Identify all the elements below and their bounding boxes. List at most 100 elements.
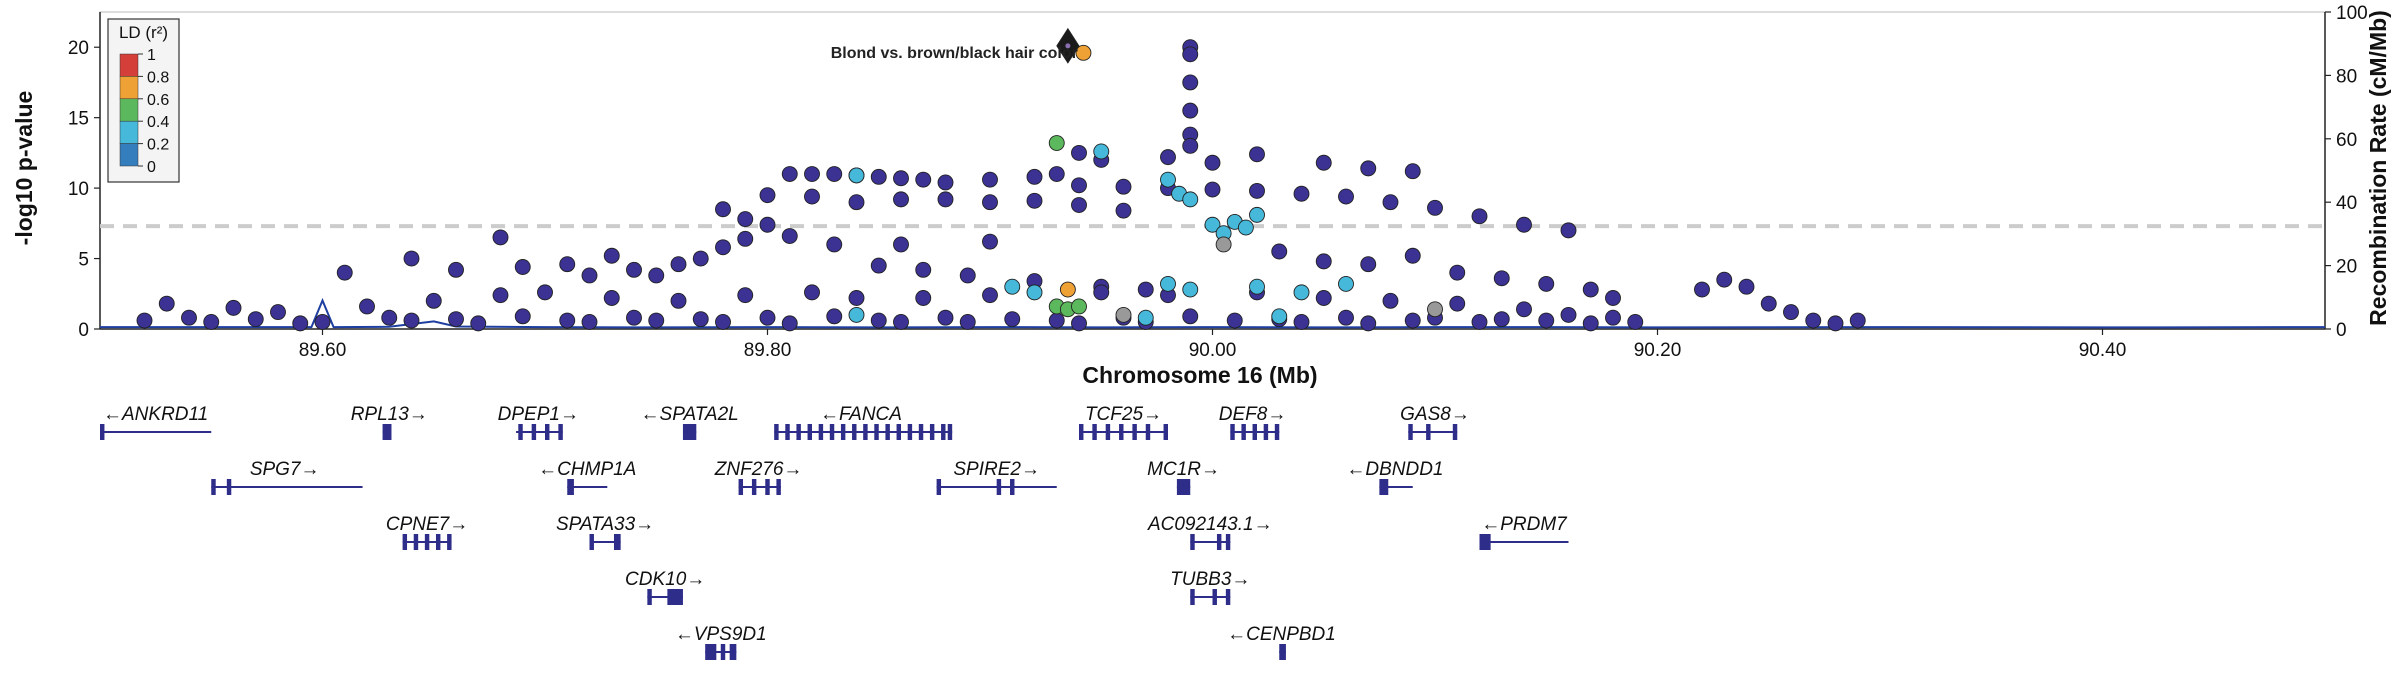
snp-point [136, 312, 153, 329]
gene-spata2l: ←SPATA2L [641, 404, 739, 440]
snp-point [1271, 308, 1288, 325]
snp-point [448, 311, 464, 328]
snp-point [626, 309, 642, 326]
recombination-rate-line [100, 297, 2326, 329]
snp-point [1338, 309, 1354, 326]
snp-point [1059, 281, 1076, 298]
snp-point [1827, 315, 1844, 332]
gene-gas8: GAS8→ [1400, 404, 1470, 440]
snp-point [1293, 314, 1310, 330]
gene-exon [941, 424, 946, 440]
snp-point [848, 167, 865, 184]
snp-point [982, 233, 998, 250]
gene-exon [863, 424, 868, 440]
snp-point [1226, 312, 1243, 329]
snp-point [1071, 177, 1087, 194]
gene-exon [996, 479, 1002, 495]
snp-point [1582, 281, 1599, 298]
snp-point [759, 216, 776, 233]
gene-exon [226, 479, 232, 495]
gene-label: TCF25→ [1085, 404, 1162, 425]
gene-exon [840, 424, 846, 440]
gene-exon [1010, 479, 1015, 495]
snp-point [1783, 304, 1799, 321]
snp-point [1249, 278, 1265, 295]
snp-point [381, 309, 398, 326]
snp-point [1249, 206, 1265, 223]
snp-point [781, 166, 798, 182]
gene-exon [1274, 424, 1280, 440]
snp-point [537, 284, 553, 301]
snp-point [870, 257, 887, 274]
snp-point [1471, 314, 1488, 330]
snp-point [804, 166, 820, 182]
snp-point [915, 290, 932, 306]
gene-label: RPL13→ [351, 404, 428, 425]
snp-point [603, 290, 620, 306]
snp-point [1026, 192, 1043, 209]
snp-point [893, 314, 909, 330]
snp-point [1182, 281, 1199, 298]
snp-point [1182, 137, 1199, 154]
snp-point [1071, 144, 1087, 161]
gene-cdk10: CDK10→ [625, 569, 705, 605]
snp-point [1137, 309, 1154, 326]
snp-point [648, 312, 665, 329]
snp-point [1315, 290, 1332, 306]
snp-point [959, 314, 976, 330]
gene-exon [667, 589, 683, 605]
snp-point [1449, 295, 1466, 312]
gene-exon [1479, 534, 1491, 550]
gene-exon [1279, 644, 1286, 660]
snp-point [715, 201, 731, 218]
snp-point [1093, 284, 1110, 301]
y-tick-label: 20 [68, 38, 89, 59]
legend-swatch [119, 53, 139, 77]
gene-ac092143.1: AC092143.1→ [1147, 514, 1273, 550]
y2-tick-label: 40 [2336, 193, 2357, 214]
gene-exon [1225, 534, 1231, 550]
gene-exon [1216, 534, 1222, 550]
gene-exon [1426, 424, 1431, 440]
snp-point [403, 312, 420, 329]
gene-mc1r: MC1R→ [1147, 459, 1220, 495]
x-tick-label: 90.20 [1634, 340, 1682, 361]
x-tick-label: 90.00 [1189, 340, 1237, 361]
gene-label: SPATA33→ [556, 514, 654, 535]
snp-point [1071, 298, 1087, 315]
snp-point [1516, 216, 1532, 233]
gene-exon [829, 424, 835, 440]
gene-exon [531, 424, 537, 440]
gene-exon [896, 424, 901, 440]
snp-point [1204, 154, 1221, 171]
snp-point [403, 250, 420, 267]
snp-point [759, 187, 776, 204]
legend-label: 0.4 [147, 114, 169, 131]
lead-snp-layer: Blond vs. brown/black hair color [831, 27, 1080, 64]
snp-point [1115, 306, 1132, 323]
gene-exon [776, 479, 781, 495]
gene-exon [785, 424, 790, 440]
gene-exon [447, 534, 452, 550]
legend-swatch [119, 76, 139, 100]
snp-point [1075, 44, 1092, 61]
gene-ankrd11: ←ANKRD11 [100, 404, 212, 440]
gene-label: ←SPATA2L [641, 404, 739, 425]
snp-point [737, 211, 754, 228]
snp-point [982, 171, 998, 188]
snp-point [225, 299, 242, 316]
gene-label: GAS8→ [1400, 404, 1470, 425]
snp-point [1182, 46, 1199, 63]
gene-tubb3: TUBB3→ [1170, 569, 1250, 605]
gene-exon [774, 424, 779, 440]
gene-exon [1092, 424, 1097, 440]
snp-point [737, 230, 754, 247]
snp-point [203, 314, 220, 330]
snp-point [1160, 171, 1176, 188]
snp-point [1382, 194, 1399, 211]
gene-label: DPEP1→ [498, 404, 579, 425]
gene-exon [435, 534, 441, 550]
gene-label: AC092143.1→ [1147, 514, 1273, 535]
gene-label: TUBB3→ [1170, 569, 1250, 590]
gene-cpne7: CPNE7→ [386, 514, 468, 550]
